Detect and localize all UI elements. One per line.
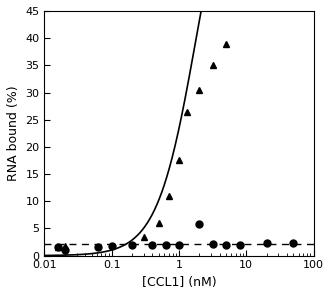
- Y-axis label: RNA bound (%): RNA bound (%): [7, 86, 20, 181]
- X-axis label: [CCL1] (nM): [CCL1] (nM): [142, 276, 216, 289]
